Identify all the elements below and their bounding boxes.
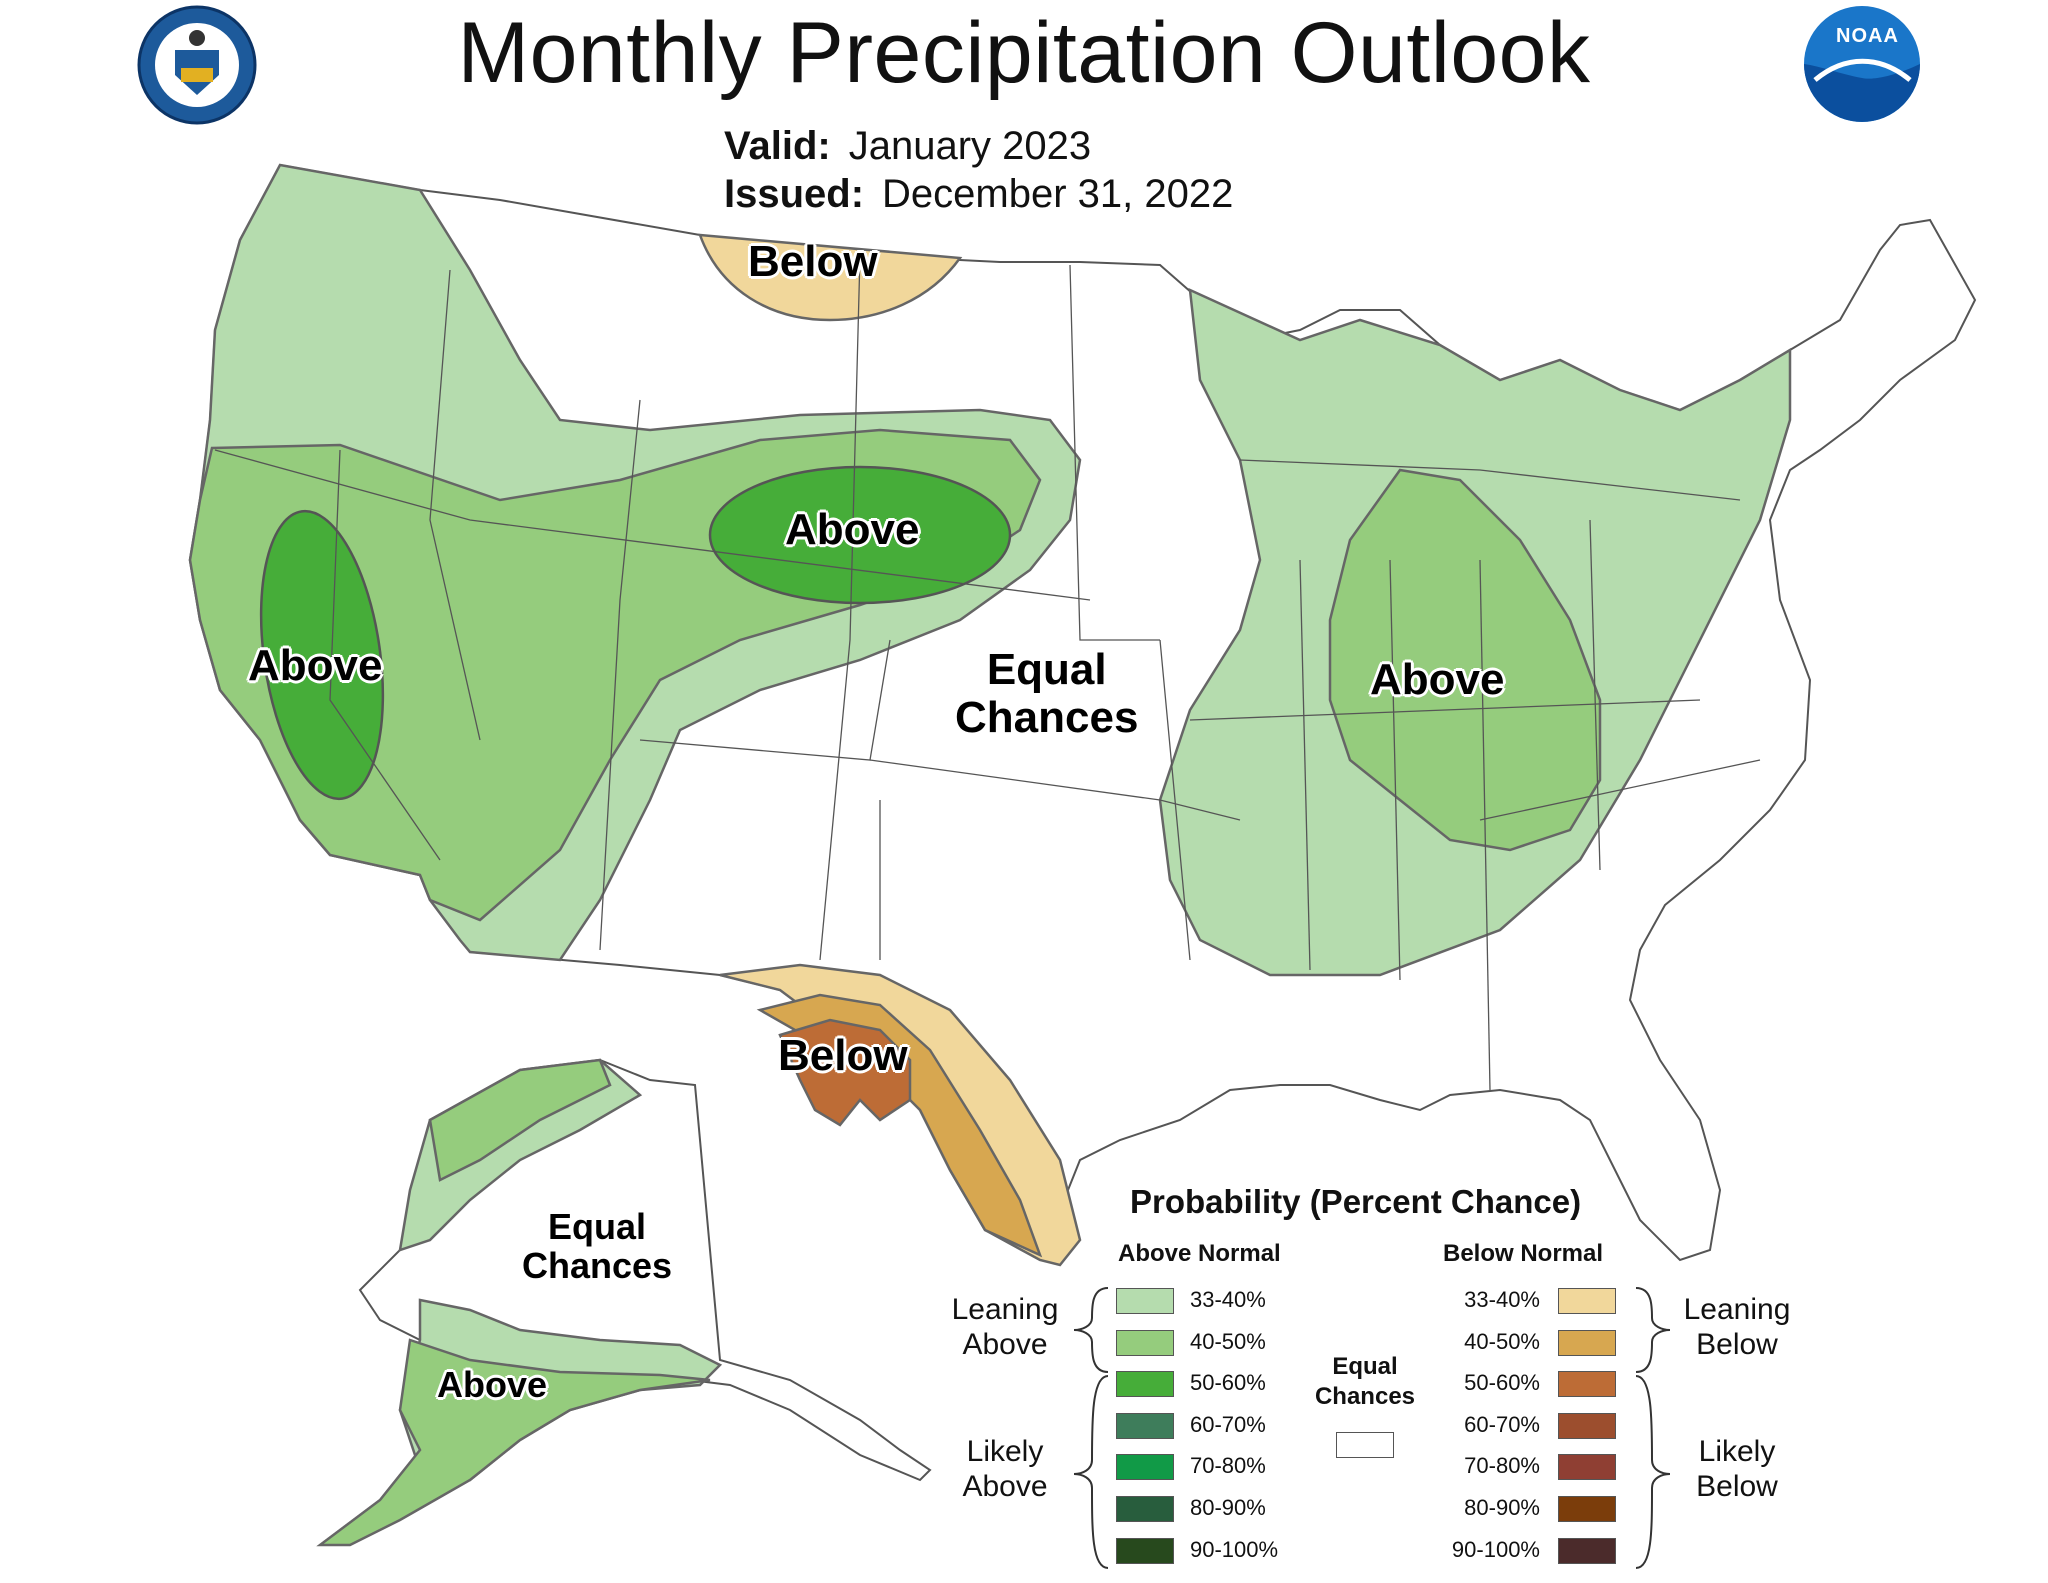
legend-above-label: 70-80% bbox=[1190, 1453, 1266, 1478]
legend-above-label: 50-60% bbox=[1190, 1370, 1266, 1395]
legend-likely-above-line1: Likely bbox=[966, 1435, 1044, 1468]
legend-above-swatch bbox=[1116, 1454, 1174, 1480]
legend-below-swatch bbox=[1558, 1330, 1616, 1356]
legend-above-swatch bbox=[1116, 1288, 1174, 1314]
legend-below-header: Below Normal bbox=[1443, 1240, 1604, 1267]
label-alaska-above: Above bbox=[437, 1364, 548, 1405]
legend-below-label: 40-50% bbox=[1464, 1329, 1540, 1354]
legend-below-label: 50-60% bbox=[1464, 1370, 1540, 1395]
label-alaska-equal-line1: Equal bbox=[548, 1206, 647, 1247]
legend-equal-chances-swatch bbox=[1336, 1432, 1394, 1458]
label-texas-below: Below bbox=[778, 1031, 908, 1080]
legend-below-swatch bbox=[1558, 1454, 1616, 1480]
label-rockies-above: Above bbox=[785, 505, 920, 554]
legend-below-swatch bbox=[1558, 1413, 1616, 1439]
label-alaska-equal-chances: Equal Chances bbox=[522, 1206, 673, 1286]
noaa-logo-text: NOAA bbox=[1836, 25, 1899, 47]
issued-label: Issued: bbox=[724, 172, 865, 216]
legend-above-swatch bbox=[1116, 1496, 1174, 1522]
legend-leaning-below-line2: Below bbox=[1696, 1327, 1778, 1361]
label-plains-equal-line1: Equal bbox=[986, 645, 1107, 694]
label-california-above: Above bbox=[248, 641, 383, 690]
legend-above-label: 60-70% bbox=[1190, 1412, 1266, 1437]
legend-leaning-below: Leaning Below bbox=[1677, 1293, 1797, 1362]
valid-line: Valid: January 2023 bbox=[724, 124, 1091, 169]
legend-equal-chances: Equal Chances bbox=[1310, 1352, 1420, 1412]
legend-above-swatch bbox=[1116, 1538, 1174, 1564]
legend-likely-above-line2: Above bbox=[962, 1469, 1048, 1503]
noaa-logo bbox=[1804, 6, 1920, 122]
legend-likely-below: Likely Below bbox=[1677, 1435, 1797, 1504]
label-plains-equal-line2: Chances bbox=[955, 692, 1139, 742]
legend-above-label: 40-50% bbox=[1190, 1329, 1266, 1354]
legend-below-swatch bbox=[1558, 1288, 1616, 1314]
legend-leaning-above-line2: Above bbox=[962, 1327, 1048, 1361]
label-ohio-valley-above: Above bbox=[1370, 655, 1505, 704]
valid-value: January 2023 bbox=[848, 124, 1092, 168]
above-40-50-alaska-north bbox=[428, 1058, 612, 1182]
legend-title: Probability (Percent Chance) bbox=[1130, 1183, 1582, 1220]
legend-above-swatch bbox=[1116, 1371, 1174, 1397]
page-title: Monthly Precipitation Outlook bbox=[457, 5, 1591, 101]
legend-likely-below-line2: Below bbox=[1696, 1469, 1778, 1503]
state-boundaries bbox=[214, 254, 1761, 1091]
commerce-seal bbox=[137, 5, 257, 125]
legend-leaning-below-line1: Leaning bbox=[1683, 1293, 1791, 1326]
issued-value: December 31, 2022 bbox=[882, 172, 1234, 216]
legend-below-label: 90-100% bbox=[1451, 1537, 1540, 1562]
above-40-50-alaska-south bbox=[316, 1338, 711, 1547]
legend-below-swatch bbox=[1558, 1538, 1616, 1564]
above-50-60-california bbox=[259, 509, 385, 801]
legend-equal-line2: Chances bbox=[1314, 1383, 1416, 1410]
above-50-60-wyoming bbox=[708, 465, 1012, 605]
above-40-50-ohio-valley bbox=[1328, 468, 1602, 852]
legend-leaning-above-line1: Leaning bbox=[951, 1293, 1059, 1326]
legend-equal-line1: Equal bbox=[1332, 1353, 1398, 1380]
legend-below-label: 70-80% bbox=[1464, 1453, 1540, 1478]
legend-leaning-above: Leaning Above bbox=[950, 1293, 1060, 1362]
label-plains-equal-chances: Equal Chances bbox=[955, 646, 1138, 741]
label-alaska-equal-line2: Chances bbox=[522, 1244, 673, 1286]
issued-line: Issued: December 31, 2022 bbox=[724, 172, 1233, 217]
legend-above-label: 90-100% bbox=[1190, 1537, 1279, 1562]
legend-above-swatch bbox=[1116, 1330, 1174, 1356]
legend-above-header: Above Normal bbox=[1118, 1240, 1281, 1267]
legend-above-swatch bbox=[1116, 1413, 1174, 1439]
legend-below-label: 33-40% bbox=[1464, 1287, 1540, 1312]
label-montana-below: Below bbox=[748, 237, 878, 286]
legend-below-swatch bbox=[1558, 1371, 1616, 1397]
below-50-60-texas bbox=[778, 1018, 912, 1127]
legend-below-swatch bbox=[1558, 1496, 1616, 1522]
legend-likely-below-line1: Likely bbox=[1698, 1435, 1776, 1468]
legend-above-label: 33-40% bbox=[1190, 1287, 1266, 1312]
valid-label: Valid: bbox=[724, 124, 831, 168]
legend-below-label: 60-70% bbox=[1464, 1412, 1540, 1437]
legend-below-label: 80-90% bbox=[1464, 1495, 1540, 1520]
legend-likely-above: Likely Above bbox=[950, 1435, 1060, 1504]
below-33-40-montana bbox=[698, 233, 963, 322]
legend-above-label: 80-90% bbox=[1190, 1495, 1266, 1520]
